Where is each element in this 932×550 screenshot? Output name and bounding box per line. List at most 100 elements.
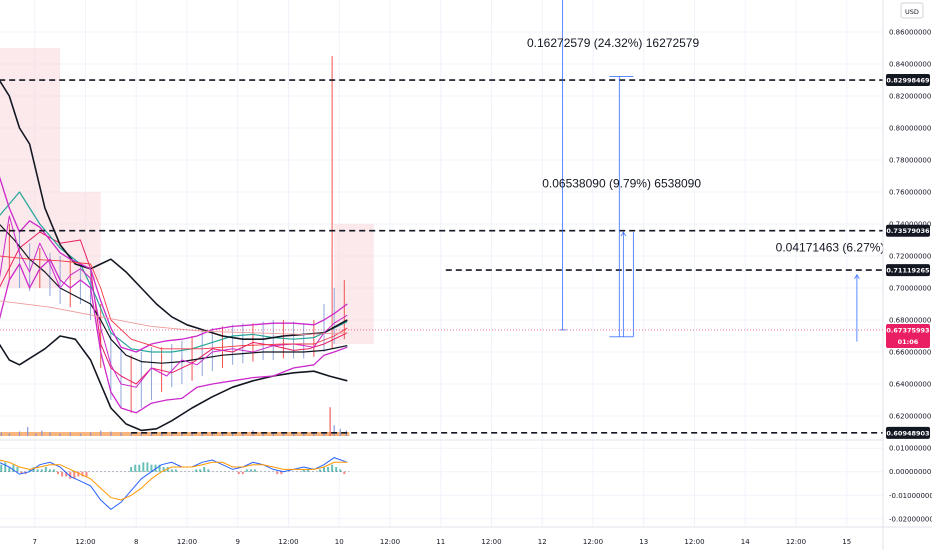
price-tick-label[interactable]: 0.80000000 [889, 125, 931, 133]
currency-badge-box[interactable] [900, 2, 924, 19]
price-tick-label[interactable]: 0.74000000 [889, 221, 931, 229]
osc-histogram-bar [203, 467, 206, 472]
time-tick-label[interactable]: 12:00 [75, 538, 95, 546]
volume-bar [323, 432, 325, 436]
volume-bar [110, 431, 112, 436]
time-tick-label[interactable]: 12:00 [684, 538, 704, 546]
time-tick-label[interactable]: 10 [335, 538, 344, 546]
osc-histogram-bar [0, 464, 3, 472]
volume-bar [41, 430, 43, 436]
price-tick-label[interactable]: 0.76000000 [889, 189, 931, 197]
volume-bar [181, 433, 183, 436]
time-tick-label[interactable]: 13 [639, 538, 648, 546]
volume-bar [35, 433, 37, 436]
time-tick-label[interactable]: 12:00 [786, 538, 806, 546]
time-tick-label[interactable]: 11 [436, 538, 445, 546]
osc-histogram-bar [241, 471, 244, 475]
price-tick-label[interactable]: 0.86000000 [889, 29, 931, 37]
osc-tick-label: 0.01000000 [889, 445, 931, 453]
price-tick-label[interactable]: 0.68000000 [889, 317, 931, 325]
level-label-box [886, 224, 930, 237]
price-tick-label[interactable]: 0.84000000 [889, 61, 931, 69]
current-price-label: 0.67375993 [886, 326, 929, 334]
osc-histogram-bar [237, 471, 240, 475]
measure-arrow [853, 273, 860, 280]
price-axis-ticks[interactable]: 0.86000000 0.84000000 0.82000000 0.80000000… [889, 29, 931, 421]
current-price-marker: 0.67375993 01:06 [0, 323, 930, 348]
osc-histogram-bar [339, 469, 342, 472]
volume-bar [69, 432, 71, 436]
indicator-line-4 [0, 335, 348, 432]
osc-histogram-bar [44, 467, 47, 472]
osc-tick-label: -0.02000000 [889, 515, 932, 523]
price-range-measurements[interactable]: 0.24554160 (36.54%) 245541600.16272579 (… [481, 0, 884, 342]
volume-bar [18, 431, 21, 436]
volume-bar [313, 433, 315, 436]
level-label: 0.82998469 [886, 77, 930, 85]
time-tick-label[interactable]: 8 [134, 538, 138, 546]
osc-histogram-bar [249, 469, 252, 472]
osc-histogram-bar [335, 467, 338, 472]
price-tick-label[interactable]: 0.82000000 [889, 93, 931, 101]
time-tick-label[interactable]: 12:00 [380, 538, 400, 546]
osc-histogram-bar [142, 462, 145, 472]
time-tick-label[interactable]: 12:00 [583, 538, 603, 546]
osc-histogram-bar [40, 469, 43, 472]
level-label: 0.60948903 [886, 429, 929, 437]
osc-histogram-bar [276, 471, 279, 475]
volume-bar [282, 433, 285, 436]
volume-bar [339, 428, 341, 436]
level-label-box [886, 426, 930, 439]
price-tick-label[interactable]: 0.78000000 [889, 157, 931, 165]
time-tick-label[interactable]: 12 [538, 538, 547, 546]
price-tick-label[interactable]: 0.66000000 [889, 349, 931, 357]
osc-histogram-bar [280, 471, 283, 475]
price-tick-label[interactable]: 0.64000000 [889, 381, 931, 389]
volume-bar [140, 433, 142, 436]
volume-bar [303, 433, 305, 436]
signal-line [0, 459, 348, 501]
osc-histogram-bar [343, 471, 346, 475]
time-tick-label[interactable]: 7 [32, 538, 36, 546]
osc-histogram-bar [65, 471, 68, 477]
time-tick-label[interactable]: 14 [741, 538, 750, 546]
osc-histogram-bar [4, 462, 7, 472]
osc-histogram-bar [146, 462, 149, 472]
indicator-line-1 [0, 231, 348, 385]
measure-label[interactable]: 0.16272579 (24.32%) 16272579 [527, 36, 699, 50]
currency-badge[interactable]: USD [900, 2, 924, 19]
price-tick-label[interactable]: 0.62000000 [889, 413, 931, 421]
time-axis-ticks[interactable]: 7 12:00 8 12:00 9 12:00 10 12:00 11 12:00 12 12:00 1… [32, 538, 851, 546]
osc-tick-label: -0.01000000 [889, 492, 932, 500]
osc-histogram-bar [57, 471, 60, 475]
indicator-line-5 [0, 223, 348, 364]
volume-bars [0, 407, 350, 436]
measure-label[interactable]: 0.06538090 (9.79%) 6538090 [542, 177, 701, 191]
time-tick-label[interactable]: 15 [842, 538, 851, 546]
macd-line [0, 457, 348, 511]
osc-histogram-bar [130, 467, 133, 472]
price-tick-label[interactable]: 0.72000000 [889, 253, 931, 261]
volume-bar [120, 432, 122, 436]
time-tick-label[interactable]: 9 [235, 538, 239, 546]
time-tick-label[interactable]: 12:00 [481, 538, 501, 546]
osc-histogram-bar [20, 471, 23, 475]
time-tick-label[interactable]: 12:00 [177, 538, 197, 546]
indicator-line-8 [0, 215, 348, 388]
volume-bar [262, 433, 264, 436]
volume-bar [221, 433, 224, 436]
horizontal-levels[interactable]: 0.82998469 0.73579036 0.71119265 0.60948903 [0, 74, 930, 439]
volume-bar [171, 434, 173, 436]
volume-bar [130, 433, 132, 436]
measure-label[interactable]: 0.04171463 (6.27%) [776, 241, 885, 255]
price-tick-label[interactable]: 0.70000000 [889, 285, 931, 293]
osc-histogram-bar [73, 471, 76, 479]
volume-bar [0, 432, 2, 436]
osc-histogram-bar [207, 469, 210, 472]
volume-bar [100, 430, 102, 436]
time-tick-label[interactable]: 12:00 [278, 538, 298, 546]
volume-bar [49, 432, 51, 436]
